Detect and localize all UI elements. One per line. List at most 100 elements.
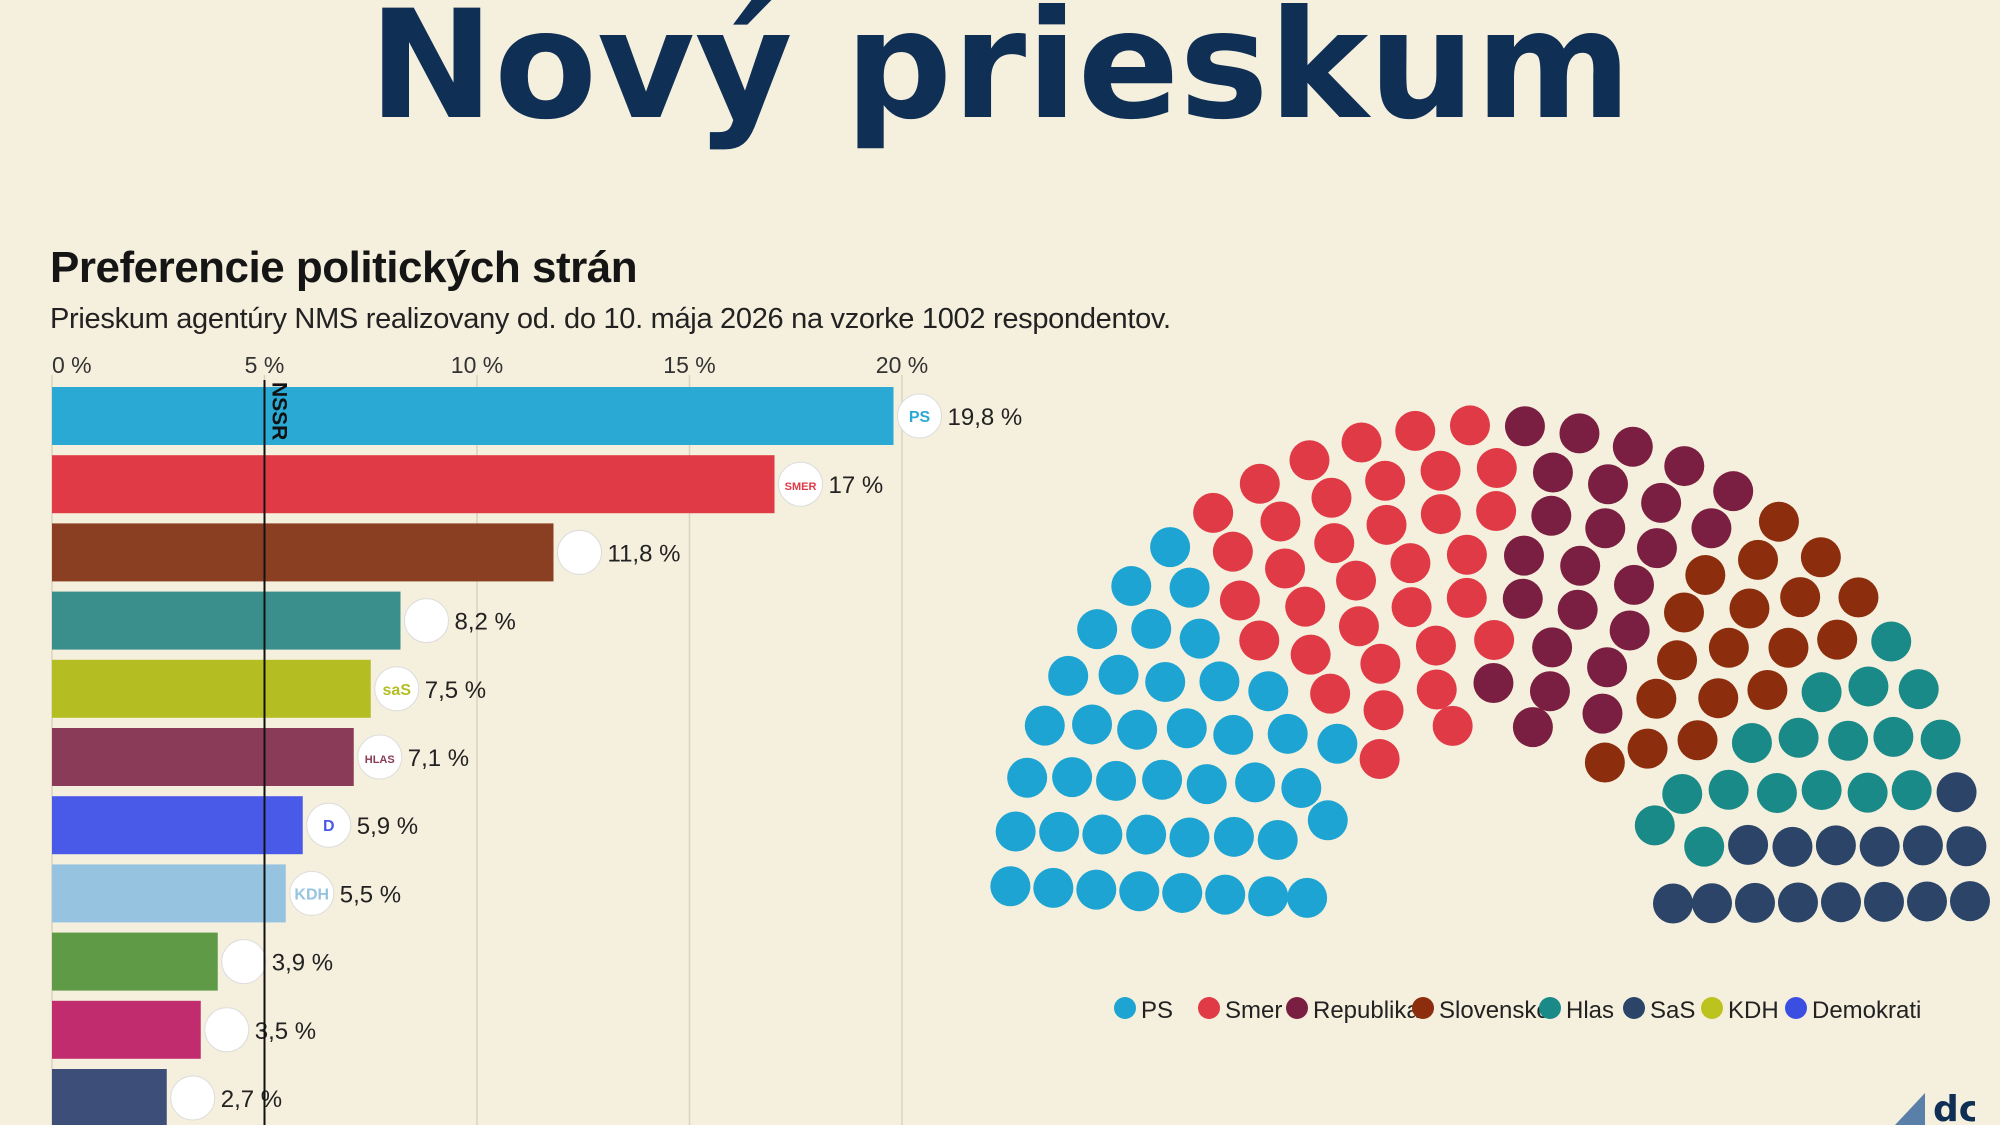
x-tick-label: 10 % [451,352,503,378]
seat [1731,722,1772,763]
bar [52,1000,201,1059]
bar [52,455,775,514]
seat [1289,440,1330,481]
seat [1338,606,1379,647]
seat [1474,620,1515,661]
seat [1728,824,1769,865]
seat [1713,471,1754,512]
seat [1366,504,1407,545]
seat [1820,882,1861,923]
seat [1235,762,1276,803]
legend-item-label: KDH [1728,997,1779,1024]
bar-value-label: 7,5 % [425,677,486,704]
bar-value-label: 8,2 % [455,609,516,636]
seat [1314,523,1355,564]
seat [1949,881,1990,922]
bar [52,387,894,445]
bar-value-label: 5,5 % [340,881,401,908]
seat [1449,405,1490,446]
seat [1150,527,1191,568]
seat [1119,871,1160,912]
seat [1729,588,1770,629]
seat [1239,463,1280,504]
seat [1800,537,1841,578]
seat [1504,406,1545,447]
seat [1395,410,1436,451]
seat [1162,872,1203,913]
logo-text: KDH [294,886,329,903]
seat [1582,693,1623,734]
seat [1685,555,1726,596]
bar [52,728,354,786]
seat [1260,501,1301,542]
bar-value-label: 5,9 % [357,813,418,840]
chart-subtitle: Prieskum agentúry NMS realizovany od. do… [50,303,1171,335]
seat [1290,634,1331,675]
seat [1529,671,1570,712]
seat [1265,548,1306,589]
x-tick-label: 5 % [245,352,285,378]
seat [1503,535,1544,576]
seat [1532,452,1573,493]
seat [1359,739,1400,780]
seat [1859,826,1900,867]
bar-value-label: 17 % [829,472,884,499]
seat [1098,654,1139,695]
seat [1873,716,1914,757]
seat [1662,773,1703,814]
legend-swatch [1701,997,1723,1019]
seat [1698,678,1739,719]
seat [1815,825,1856,866]
seat [1213,816,1254,857]
seat [1664,446,1705,487]
svg-text:dci: dci [1933,1089,1975,1125]
seat [1169,817,1210,858]
seat [1734,882,1775,923]
seat [1613,564,1654,605]
legend-swatch [1412,997,1434,1019]
logo-text: HLAS [365,754,395,766]
logo-text: PS [909,409,931,426]
seat [1267,713,1308,754]
bar [52,659,371,718]
seat [1082,814,1123,855]
legend-swatch [1286,997,1308,1019]
seat [1476,448,1517,489]
seat [1588,464,1629,505]
seat [1131,608,1172,649]
seat [1169,567,1210,608]
seat [1287,877,1328,918]
bar-chart: 0 % 5 % 10 % 15 % 20 % PS 19,8 % SMER 17 % 11,8 %… [51,352,1022,1125]
seat [1636,528,1677,569]
seat [1390,543,1431,584]
seat [1446,534,1487,575]
seat [1199,661,1240,702]
seat [1039,811,1080,852]
seat [1584,742,1625,783]
party-logo-icon [170,1075,216,1121]
seat [1179,618,1220,659]
seat [1239,620,1280,661]
seat [1652,883,1693,924]
seat [1193,492,1234,533]
seat [1219,580,1260,621]
seat [1077,609,1118,650]
seat [1871,621,1912,662]
seat [1212,531,1253,572]
seat [1677,720,1718,761]
seat [1205,874,1246,915]
bar [52,932,218,991]
legend-item-label: Slovensko [1439,997,1550,1024]
seat [1048,655,1089,696]
seat [1747,669,1788,710]
legend-swatch [1785,997,1807,1019]
bar [52,864,286,923]
seat [1902,825,1943,866]
seat [1360,643,1401,684]
party-logo-icon [204,1007,250,1053]
seat [1317,723,1358,764]
smer-logo-icon [778,461,823,507]
seat [1186,764,1227,805]
seat [1391,587,1432,628]
seat [1906,881,1947,922]
